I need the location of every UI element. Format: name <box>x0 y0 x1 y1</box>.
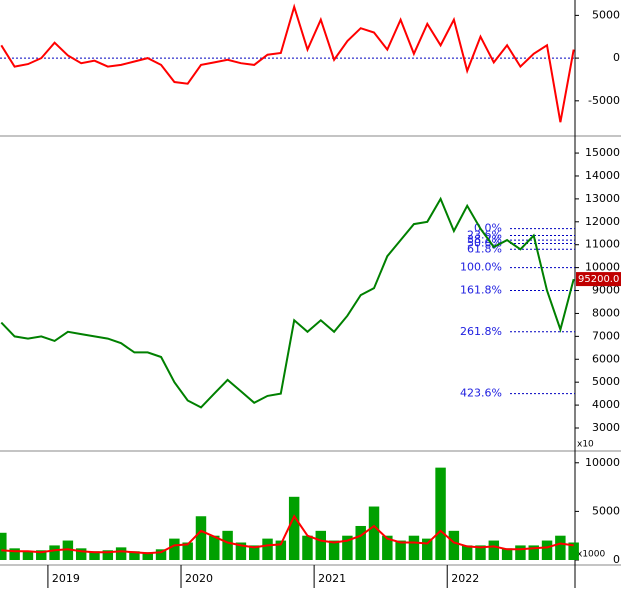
volume-bar <box>262 538 273 560</box>
volume-bar <box>342 535 353 560</box>
volume-bar <box>315 530 327 560</box>
volume-bar <box>501 548 513 560</box>
volume-bar <box>209 535 220 560</box>
volume-bar <box>142 552 153 560</box>
y-tick-label: 5000 <box>592 375 620 388</box>
y-tick-label: 0 <box>613 553 620 566</box>
y-tick-label: 3000 <box>592 421 620 434</box>
unit-label: x10 <box>577 440 594 450</box>
volume-bar <box>541 540 553 560</box>
volume-bar <box>129 551 140 560</box>
volume-bar <box>368 506 380 560</box>
fib-label: 61.8% <box>467 242 502 255</box>
fib-label: 100.0% <box>460 261 502 274</box>
last-price-box <box>576 272 621 287</box>
volume-bar <box>169 538 180 560</box>
volume-bar <box>275 540 287 560</box>
y-tick-label: 10000 <box>585 261 620 274</box>
volume-bar <box>115 547 127 560</box>
volume-bar <box>395 540 406 560</box>
volume-bar <box>382 535 393 560</box>
volume-bar <box>102 550 114 560</box>
volume-bar <box>235 542 247 560</box>
y-tick-label: 12000 <box>585 215 620 228</box>
y-tick-label: -5000 <box>588 94 620 107</box>
volume-bar <box>9 548 20 560</box>
y-tick-label: 4000 <box>592 398 620 411</box>
y-tick-label: 0 <box>613 51 620 64</box>
y-tick-label: 10000 <box>585 456 620 469</box>
y-tick-label: 6000 <box>592 352 620 365</box>
last-price-label: 95200.0 <box>578 274 619 285</box>
y-tick-label: 14000 <box>585 169 620 182</box>
x-tick-label: 2022 <box>451 572 479 585</box>
y-tick-label: 9000 <box>592 284 620 297</box>
volume-bar <box>302 535 313 560</box>
fib-label: 423.6% <box>460 387 502 400</box>
y-tick-label: 8000 <box>592 306 620 319</box>
volume-bar <box>288 496 300 560</box>
volume-bar <box>49 545 60 560</box>
series-line <box>1 514 574 555</box>
volume-bar <box>75 548 87 560</box>
volume-bar <box>248 545 260 560</box>
y-tick-label: 7000 <box>592 329 620 342</box>
y-tick-label: 5000 <box>592 8 620 21</box>
volume-bar <box>182 542 193 560</box>
y-tick-label: 11000 <box>585 238 620 251</box>
volume-bar <box>355 525 366 560</box>
volume-bar <box>515 545 526 560</box>
volume-bar <box>435 467 446 560</box>
volume-bar <box>461 545 473 560</box>
fib-label: 161.8% <box>460 284 502 297</box>
volume-bar <box>0 532 7 560</box>
volume-bar <box>475 545 486 560</box>
x-tick-label: 2019 <box>52 572 80 585</box>
fib-label: 0.0% <box>474 222 502 235</box>
volume-bar <box>328 540 340 560</box>
volume-bar <box>528 545 539 560</box>
volume-bar <box>422 538 433 560</box>
y-tick-label: 5000 <box>592 504 620 517</box>
y-tick-label: 15000 <box>585 146 620 159</box>
fib-label: 261.8% <box>460 325 502 338</box>
series-line <box>0 3 575 123</box>
fib-label: 38.2% <box>467 233 502 246</box>
volume-bar <box>448 530 460 560</box>
volume-bar <box>222 530 233 560</box>
volume-bar <box>555 535 566 560</box>
volume-bar <box>155 549 167 560</box>
unit-label: x1000 <box>577 550 606 560</box>
y-tick-label: 13000 <box>585 192 620 205</box>
volume-bar <box>36 550 47 560</box>
volume-bar <box>195 516 207 560</box>
x-tick-label: 2020 <box>185 572 213 585</box>
x-tick-label: 2021 <box>318 572 346 585</box>
volume-bar <box>488 540 500 560</box>
volume-bar <box>408 535 420 560</box>
series-line <box>0 196 575 409</box>
volume-bar <box>568 542 579 560</box>
volume-bar <box>22 551 34 560</box>
volume-bar <box>89 551 100 560</box>
